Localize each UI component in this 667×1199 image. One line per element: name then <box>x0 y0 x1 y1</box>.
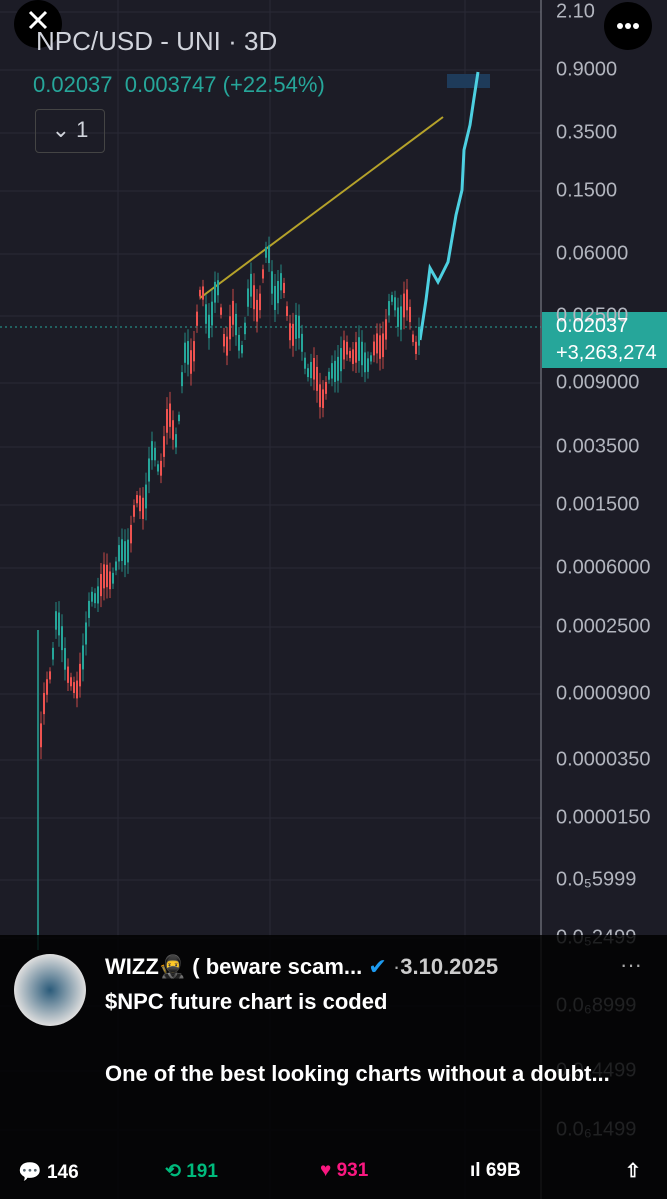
axis-label: 0.0000150 <box>556 806 651 829</box>
close-button[interactable] <box>14 0 62 48</box>
separator: · <box>392 954 401 979</box>
axis-label: 2.10 <box>556 0 595 23</box>
change-pct: (+22.54%) <box>222 72 325 97</box>
ohlc: 0.02037 0.003747 (+22.54%) <box>33 72 325 98</box>
indicator-toggle[interactable]: ⌄ 1 <box>35 109 105 153</box>
views: 69B <box>485 1160 521 1181</box>
more-button[interactable] <box>604 2 652 50</box>
axis-label: 0.0002500 <box>556 615 651 638</box>
trend-line <box>199 116 444 299</box>
post-line1: $NPC future chart is coded <box>105 989 388 1014</box>
symbol: NPC/USD - UNI · 3D <box>36 26 278 56</box>
axis-label: 0.0000350 <box>556 748 651 771</box>
date: 3.10.2025 <box>400 954 499 979</box>
axis-label: 0.06000 <box>556 242 629 265</box>
price-tag <box>542 312 667 368</box>
post-overlay <box>0 935 667 1199</box>
post-line2: One of the best looking charts without a… <box>105 1061 610 1086</box>
verified: ✔ <box>368 954 387 979</box>
reply-button[interactable]: 💬 146 <box>18 1162 79 1183</box>
last: 0.02037 <box>33 72 113 97</box>
repost-button[interactable]: ⟲ 191 <box>165 1161 218 1182</box>
axis-label: 0.009000 <box>556 371 640 394</box>
reposts: 191 <box>186 1161 218 1182</box>
projection-line <box>418 71 480 341</box>
author[interactable]: WIZZ🥷 ( beware scam... <box>105 954 363 979</box>
axis-label: 0.9000 <box>556 58 618 81</box>
share-button[interactable]: ⇧ <box>625 1161 641 1182</box>
views-button[interactable]: ıl 69B <box>470 1160 521 1181</box>
likes: 931 <box>336 1160 369 1181</box>
tag-change: +3,263,274 <box>556 342 657 364</box>
replies: 146 <box>46 1162 79 1183</box>
axis-label: 0.0000900 <box>556 682 651 705</box>
tag-price: 0.02037 <box>556 315 629 337</box>
more-icon <box>617 23 639 29</box>
change: 0.003747 <box>124 72 217 97</box>
close-icon <box>28 10 48 30</box>
axis-label: 0.3500 <box>556 121 618 144</box>
indicator-count: 1 <box>76 117 89 142</box>
post-menu[interactable]: ··· <box>620 952 642 977</box>
axis-label: 0.0006000 <box>556 556 651 579</box>
axis-label: 0.0₅5999 <box>556 868 637 891</box>
axis-label: 0.1500 <box>556 179 618 202</box>
like-button[interactable]: ♥ 931 <box>320 1160 369 1181</box>
axis-label: 0.003500 <box>556 435 640 458</box>
marker-box <box>447 74 490 88</box>
axis-label: 0.001500 <box>556 493 640 516</box>
candles <box>40 236 420 760</box>
post-header: WIZZ🥷 ( beware scam... ✔ ·3.10.2025 <box>105 954 498 980</box>
avatar[interactable] <box>14 954 86 1026</box>
axis-label: 0.02500 <box>556 304 629 327</box>
